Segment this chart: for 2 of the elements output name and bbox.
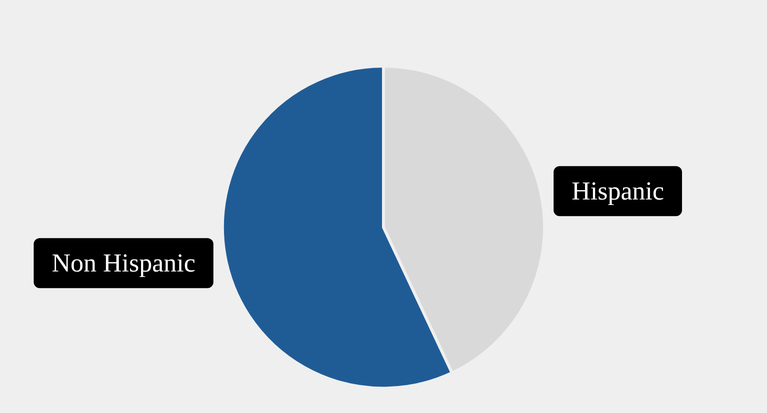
- slice-label: Non Hispanic: [52, 248, 196, 278]
- slice-label: Hispanic: [572, 176, 664, 206]
